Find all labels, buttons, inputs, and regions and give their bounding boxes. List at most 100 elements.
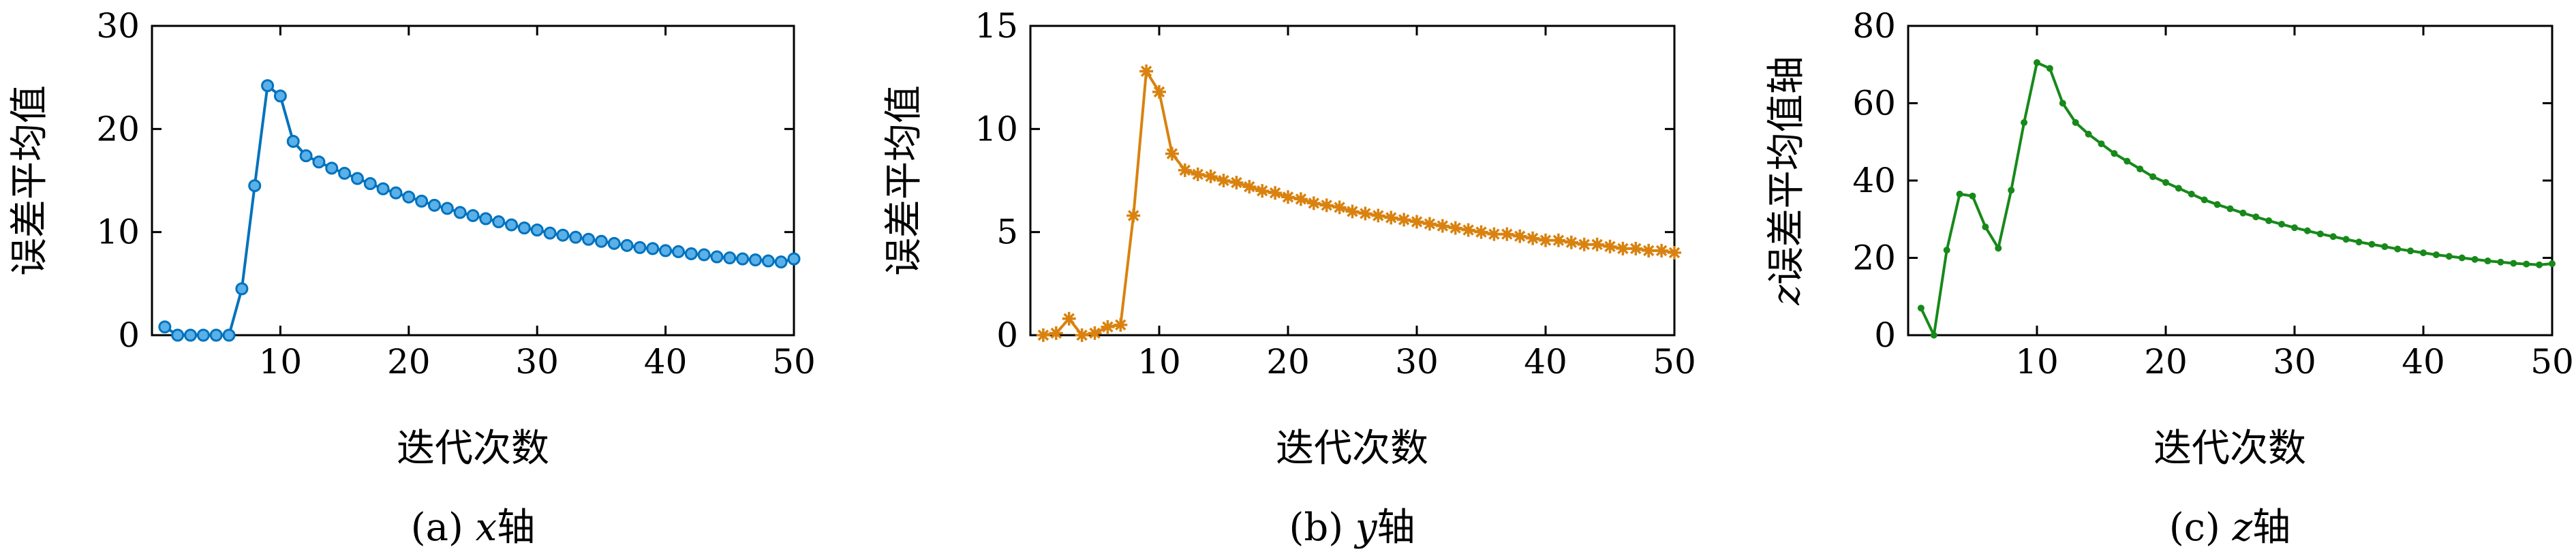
series-line [1043,69,1675,337]
data-point [1358,206,1373,221]
x-tick-label: 50 [1653,342,1696,382]
data-point [530,223,544,237]
x-axis-label: 迭代次数 [397,426,549,471]
data-point [2213,201,2221,208]
y-tick-label: 10 [96,213,140,252]
data-point [1577,237,1591,251]
data-point [607,236,621,250]
data-point [1306,196,1321,211]
data-point [2523,260,2530,268]
data-point [1513,229,1527,243]
data-point [2201,196,2208,204]
data-point [427,198,441,212]
data-point [2149,173,2157,181]
x-tick-label: 40 [644,342,688,382]
series-line [1920,61,2553,337]
data-point [376,182,390,196]
data-point [2355,238,2363,246]
x-tick-label: 30 [515,342,559,382]
caption-var: y [1353,505,1378,550]
x-tick-label: 10 [1137,342,1181,382]
data-point [2291,224,2298,232]
data-point [543,226,557,240]
data-point [671,245,685,258]
data-point [659,244,673,258]
y-tick-label: 0 [996,315,1018,355]
data-point [1114,317,1128,332]
data-point [325,161,339,175]
data-point [1487,227,1501,241]
data-point [2471,255,2479,263]
data-point [1668,245,1681,260]
caption-prefix: (a) [411,505,476,550]
x-tick-label: 10 [2015,342,2059,382]
data-point [594,234,608,248]
data-point [2136,165,2144,172]
caption-suffix: 轴 [2252,505,2290,550]
data-point [1165,146,1179,161]
data-point [1930,332,1937,339]
data-point [517,221,531,235]
data-point [1551,233,1565,247]
data-point [2226,205,2234,213]
y-tick-label: 20 [96,109,140,149]
data-point [440,202,454,215]
data-point [1564,235,1578,249]
data-point [2085,130,2092,138]
data-point [1655,243,1669,258]
data-point [350,172,364,185]
data-point [2046,65,2053,72]
data-point [1178,163,1192,177]
data-point [2368,240,2376,248]
data-point [415,194,429,208]
data-point [1917,305,1925,312]
series-line [164,84,795,337]
y-tick-label: 80 [1852,6,1896,46]
data-point [1982,223,1989,231]
data-point [171,328,185,342]
data-point [1191,167,1205,181]
data-point [569,230,583,244]
data-point [2034,59,2040,66]
data-point [363,177,377,191]
plot-frame [1907,25,2554,337]
data-point [1422,217,1437,231]
caption-prefix: (c) [2169,505,2233,550]
x-tick-label: 50 [772,342,816,382]
data-point [1036,328,1050,342]
data-point [222,328,236,342]
x-tick-label: 40 [2402,342,2445,382]
data-point [633,240,647,254]
x-tick-label: 20 [387,342,431,382]
panel-caption: (a) x轴 [411,505,535,550]
plot-frame [1029,25,1676,337]
y-axis-label-text: 误差平均值轴 [1764,56,1809,285]
data-point [1281,190,1295,204]
data-point [736,252,750,266]
data-point [1345,204,1360,219]
y-tick-label: 5 [996,213,1018,252]
data-point [1062,311,1076,326]
data-point [1319,198,1334,213]
data-point [2510,260,2517,267]
data-point [620,238,634,252]
data-point [2239,209,2247,217]
x-tick-label: 50 [2530,342,2574,382]
data-point [402,190,416,204]
data-point [2394,245,2402,253]
data-point [2123,157,2131,165]
y-tick-label: 0 [1874,315,1896,355]
data-point [2381,243,2389,251]
data-point [2342,236,2350,243]
data-point [1371,208,1385,223]
panel-caption: (b) y轴 [1289,505,1415,550]
data-point [1088,326,1102,340]
y-tick-label: 10 [975,109,1018,149]
data-point [2111,150,2118,157]
y-axis-label: 误差平均值 [7,85,52,276]
x-tick-label: 10 [259,342,303,382]
data-point [2497,258,2504,266]
data-point [1461,223,1475,237]
